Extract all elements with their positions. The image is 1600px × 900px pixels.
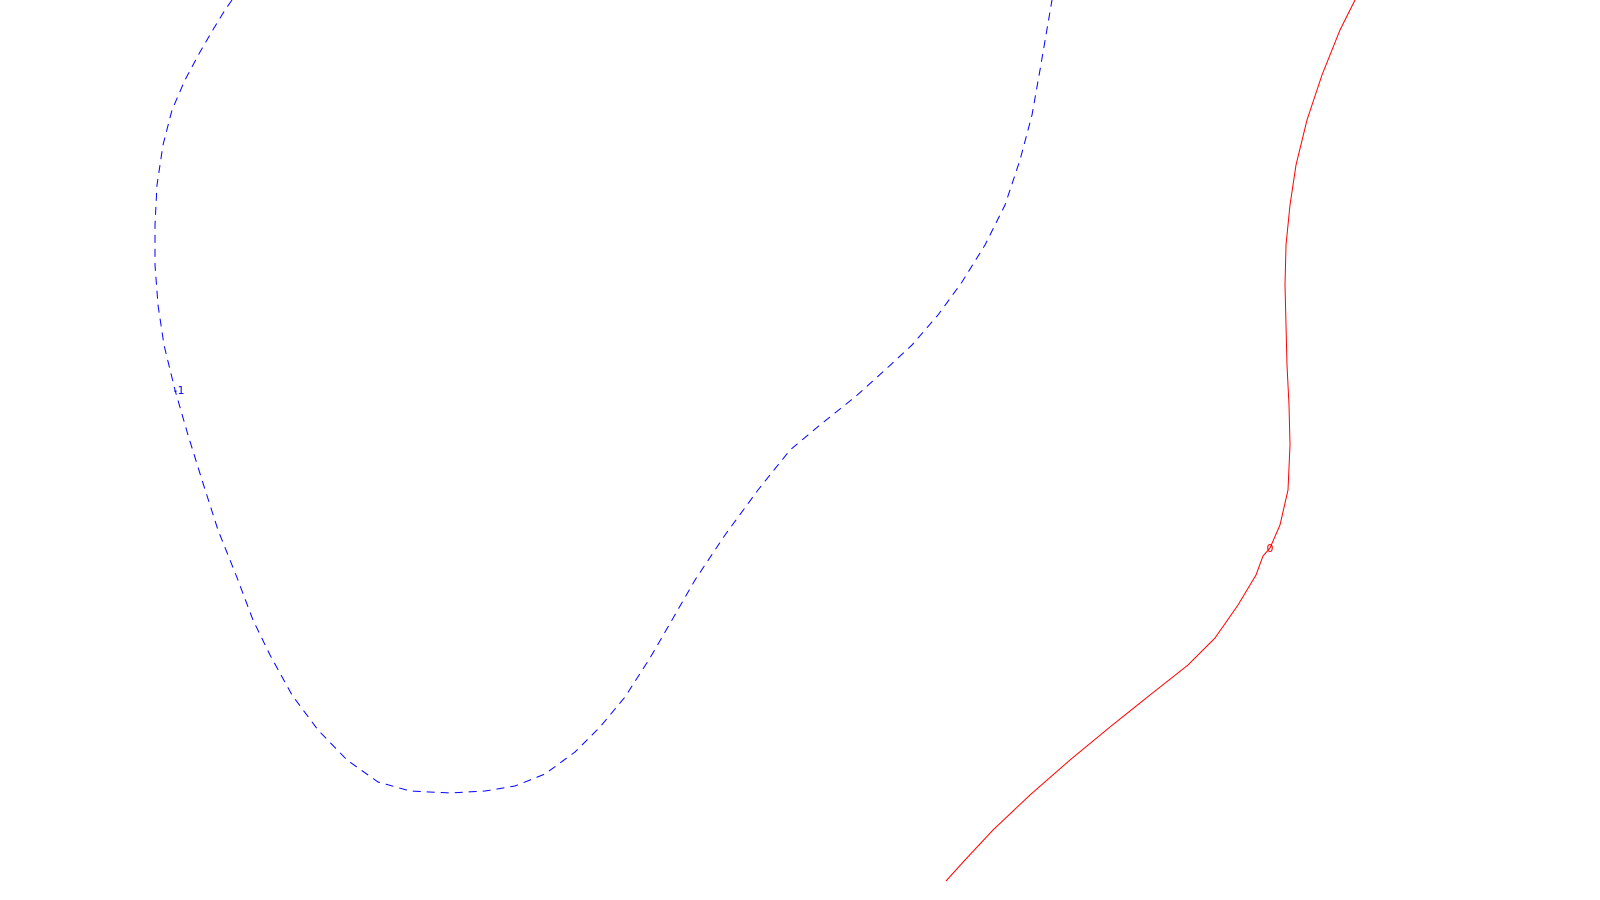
contour-level-0: 0 (945, 0, 1356, 882)
contour-level-neg1: -1 (154, 0, 1053, 794)
contour-line (945, 0, 1356, 882)
contour-label: -1 (174, 384, 185, 397)
contour-label: 0 (1267, 542, 1274, 555)
contour-line (154, 0, 1053, 794)
